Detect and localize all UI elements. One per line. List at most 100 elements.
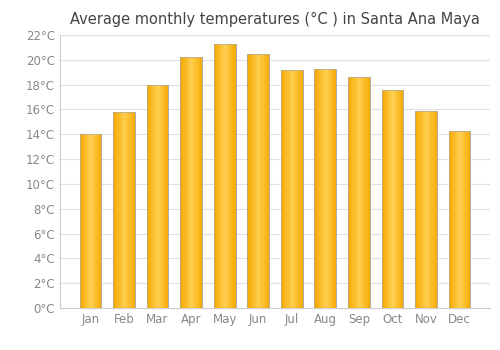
Bar [188, 57, 189, 308]
Bar [297, 70, 298, 308]
Bar [453, 131, 454, 308]
Bar [268, 54, 269, 308]
Bar [80, 134, 102, 308]
Bar [122, 112, 123, 308]
Bar [448, 131, 470, 308]
Bar [284, 70, 285, 308]
Bar [214, 44, 236, 308]
Bar [84, 134, 85, 308]
Bar [146, 85, 169, 308]
Bar [466, 131, 467, 308]
Bar [392, 90, 394, 308]
Bar [113, 112, 135, 308]
Bar [328, 69, 330, 308]
Bar [128, 112, 130, 308]
Bar [114, 112, 116, 308]
Bar [331, 69, 332, 308]
Bar [432, 111, 434, 308]
Bar [452, 131, 453, 308]
Bar [120, 112, 122, 308]
Bar [190, 57, 191, 308]
Bar [314, 69, 316, 308]
Bar [254, 54, 255, 308]
Bar [116, 112, 117, 308]
Bar [92, 134, 94, 308]
Bar [361, 77, 362, 308]
Bar [87, 134, 88, 308]
Bar [314, 69, 336, 308]
Bar [434, 111, 436, 308]
Bar [83, 134, 84, 308]
Bar [227, 44, 228, 308]
Bar [454, 131, 455, 308]
Bar [256, 54, 257, 308]
Bar [165, 85, 166, 308]
Bar [264, 54, 265, 308]
Bar [430, 111, 432, 308]
Bar [294, 70, 295, 308]
Bar [350, 77, 352, 308]
Bar [260, 54, 262, 308]
Bar [97, 134, 98, 308]
Bar [359, 77, 360, 308]
Bar [314, 69, 336, 308]
Bar [396, 90, 397, 308]
Bar [422, 111, 424, 308]
Bar [398, 90, 399, 308]
Bar [125, 112, 126, 308]
Bar [463, 131, 464, 308]
Bar [189, 57, 190, 308]
Bar [363, 77, 364, 308]
Bar [460, 131, 462, 308]
Bar [467, 131, 468, 308]
Bar [319, 69, 320, 308]
Bar [220, 44, 222, 308]
Bar [187, 57, 188, 308]
Bar [156, 85, 158, 308]
Bar [418, 111, 420, 308]
Bar [450, 131, 451, 308]
Bar [150, 85, 151, 308]
Bar [323, 69, 324, 308]
Bar [265, 54, 266, 308]
Bar [158, 85, 160, 308]
Bar [252, 54, 253, 308]
Bar [90, 134, 92, 308]
Bar [295, 70, 296, 308]
Bar [152, 85, 153, 308]
Bar [283, 70, 284, 308]
Bar [352, 77, 354, 308]
Bar [248, 54, 269, 308]
Bar [292, 70, 293, 308]
Bar [258, 54, 260, 308]
Bar [215, 44, 216, 308]
Bar [88, 134, 90, 308]
Bar [468, 131, 469, 308]
Bar [126, 112, 128, 308]
Bar [290, 70, 292, 308]
Bar [180, 57, 202, 308]
Bar [118, 112, 120, 308]
Bar [85, 134, 86, 308]
Bar [455, 131, 456, 308]
Bar [234, 44, 236, 308]
Bar [82, 134, 83, 308]
Bar [415, 111, 437, 308]
Bar [458, 131, 460, 308]
Bar [219, 44, 220, 308]
Bar [230, 44, 231, 308]
Bar [113, 112, 114, 308]
Bar [214, 44, 215, 308]
Bar [218, 44, 219, 308]
Bar [320, 69, 321, 308]
Bar [382, 90, 404, 308]
Bar [360, 77, 361, 308]
Bar [448, 131, 450, 308]
Bar [95, 134, 96, 308]
Bar [80, 134, 102, 308]
Bar [257, 54, 258, 308]
Bar [182, 57, 184, 308]
Bar [354, 77, 356, 308]
Bar [222, 44, 224, 308]
Bar [94, 134, 95, 308]
